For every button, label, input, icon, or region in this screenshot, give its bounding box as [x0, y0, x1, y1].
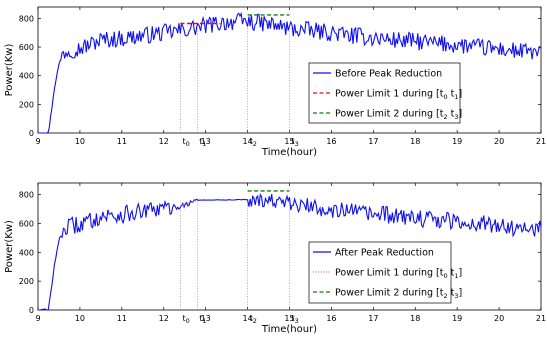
marker-label-t0: t0 [183, 137, 190, 148]
y-tick-label: 400 [19, 248, 34, 257]
marker-label-t1: t1 [199, 137, 206, 148]
x-tick-label: 12 [159, 137, 169, 146]
marker-label-t3: t3 [292, 137, 299, 148]
x-tick-label: 9 [35, 314, 40, 323]
legend-box [308, 62, 461, 124]
y-tick-label: 200 [19, 100, 34, 109]
x-tick-label: 10 [75, 137, 85, 146]
x-tick-label: 19 [452, 314, 462, 323]
x-tick-label: 21 [536, 137, 546, 146]
series-line-1 [38, 11, 542, 134]
x-tick-label: 19 [452, 137, 462, 146]
series-line-2 [180, 199, 198, 207]
x-axis-label: Time(hour) [261, 324, 317, 335]
x-tick-label: 11 [117, 314, 127, 323]
y-tick-label: 200 [19, 277, 34, 286]
x-tick-label: 17 [368, 137, 378, 146]
x-tick-label: 16 [326, 137, 336, 146]
x-tick-label: 10 [75, 314, 85, 323]
x-tick-label: 18 [410, 314, 420, 323]
legend-label-2: Power Limit 1 during [t0 t1] [335, 89, 462, 102]
y-tick-label: 800 [19, 14, 34, 23]
series-line-1 [38, 193, 542, 311]
chart-panel-2: 9 10 11 12 13 14 15 16 17 18 19 20 21 0 200 400 600 800 Ti… [4, 182, 546, 335]
x-tick-label: 13 [201, 137, 211, 146]
x-tick-label: 21 [536, 314, 546, 323]
y-tick-label: 0 [29, 306, 34, 315]
marker-label-t3: t3 [292, 314, 299, 325]
x-tick-label: 20 [494, 137, 504, 146]
y-tick-label: 400 [19, 72, 34, 81]
x-tick-label: 13 [201, 314, 211, 323]
y-axis-label: Power(Kw) [4, 44, 15, 97]
legend-label-3: Power Limit 2 during [t2 t3] [335, 109, 462, 122]
y-tick-label: 600 [19, 219, 34, 228]
x-axis-label: Time(hour) [261, 147, 317, 158]
y-tick-label: 800 [19, 191, 34, 200]
x-tick-label: 12 [159, 314, 169, 323]
x-tick-label: 15 [284, 137, 294, 146]
x-tick-label: 20 [494, 314, 504, 323]
legend-label-2: Power Limit 1 during [t0 t1] [335, 268, 462, 281]
legend: After Peak Reduction Power Limit 1 during… [308, 241, 462, 304]
y-axis-label: Power(Kw) [4, 220, 15, 273]
x-tick-label: 16 [326, 314, 336, 323]
legend-label-1: After Peak Reduction [335, 248, 434, 259]
legend-label-3: Power Limit 2 during [t2 t3] [335, 288, 462, 301]
legend-box [308, 241, 452, 304]
x-tick-label: 17 [368, 314, 378, 323]
x-tick-label: 15 [284, 314, 294, 323]
chart-panel-1: 9 10 11 12 13 14 15 16 17 18 19 20 21 0 200 400 600 800 Ti… [4, 6, 546, 158]
marker-label-t1: t1 [199, 314, 206, 325]
x-tick-label: 14 [242, 314, 252, 323]
marker-label-t2: t2 [250, 314, 257, 325]
legend-label-1: Before Peak Reduction [335, 69, 442, 80]
legend: Before Peak Reduction Power Limit 1 durin… [308, 62, 462, 124]
marker-label-t2: t2 [250, 137, 257, 148]
marker-label-t0: t0 [183, 314, 190, 325]
y-tick-label: 600 [19, 43, 34, 52]
x-tick-label: 11 [117, 137, 127, 146]
x-tick-label: 9 [35, 137, 40, 146]
x-tick-label: 18 [410, 137, 420, 146]
x-tick-label: 14 [242, 137, 252, 146]
y-tick-label: 0 [29, 129, 34, 138]
